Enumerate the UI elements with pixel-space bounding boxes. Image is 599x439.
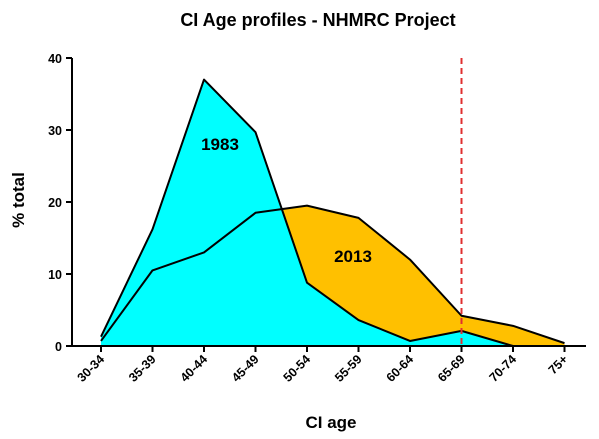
x-tick-label: 30-34: [75, 352, 108, 385]
y-ticks: 0 10 20 30 40: [48, 52, 72, 354]
x-tick-label: 50-54: [281, 352, 314, 385]
line-layer: [100, 78, 565, 347]
y-tick-label: 30: [48, 124, 62, 138]
x-tick-label: 70-74: [487, 352, 520, 385]
line-1983: [100, 78, 565, 347]
x-tick-label: 55-59: [332, 352, 365, 385]
x-tick-label: 65-69: [435, 352, 468, 385]
series-label-2013: 2013: [334, 247, 372, 266]
y-tick-label: 10: [48, 268, 62, 282]
chart-title: CI Age profiles - NHMRC Project: [180, 10, 455, 30]
x-ticks: 30-34 35-39 40-44 45-49 50-54 55-59 60-64 65-69…: [75, 346, 571, 385]
line-2013: [100, 204, 565, 345]
y-axis-label: % total: [9, 172, 28, 228]
area-layer: [101, 79, 565, 346]
x-tick-label: 45-49: [229, 352, 262, 385]
y-tick-label: 0: [55, 340, 62, 354]
x-tick-label: 75+: [546, 352, 571, 377]
series-label-1983: 1983: [201, 135, 239, 154]
y-tick-label: 20: [48, 196, 62, 210]
y-tick-label: 40: [48, 52, 62, 66]
area-1983: [101, 79, 565, 346]
x-axis-label: CI age: [305, 413, 356, 432]
x-tick-label: 60-64: [384, 352, 417, 385]
x-tick-label: 40-44: [178, 352, 211, 385]
x-tick-label: 35-39: [126, 352, 159, 385]
